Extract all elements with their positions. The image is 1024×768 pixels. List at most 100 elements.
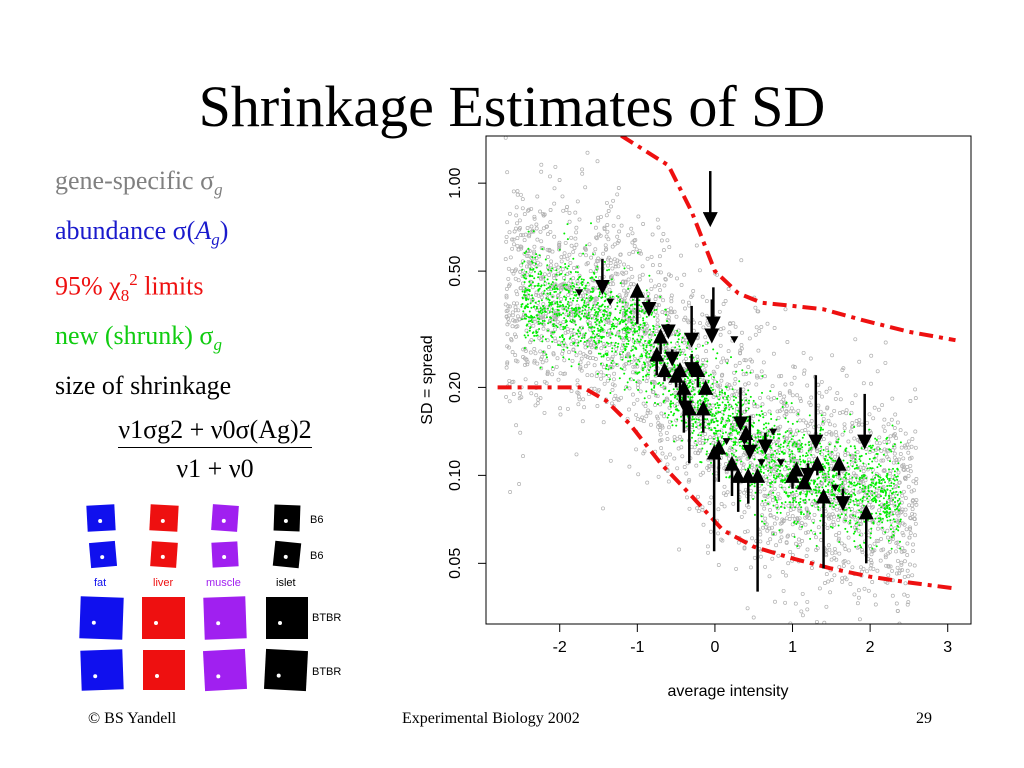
green-point	[759, 431, 762, 434]
grey-point	[786, 533, 791, 538]
green-point	[667, 414, 670, 416]
green-point	[857, 499, 860, 502]
green-point	[848, 480, 851, 483]
green-point	[720, 436, 723, 439]
grey-point	[594, 342, 599, 347]
grey-point	[886, 439, 891, 444]
green-point	[701, 447, 704, 450]
green-point	[875, 512, 878, 515]
green-point	[795, 490, 798, 493]
green-point	[769, 435, 772, 438]
grey-point	[701, 391, 706, 396]
grey-point	[558, 371, 563, 376]
green-point	[747, 467, 749, 470]
green-point	[699, 434, 702, 437]
grey-point	[771, 351, 776, 356]
grey-point	[858, 465, 863, 470]
green-point	[709, 411, 712, 414]
green-point	[820, 426, 823, 429]
grey-point	[515, 292, 520, 297]
grey-point	[879, 448, 884, 453]
grey-point	[806, 509, 810, 514]
green-point	[597, 334, 600, 337]
grey-point	[663, 277, 668, 282]
grey-point	[869, 560, 874, 565]
green-point	[849, 445, 852, 448]
green-point	[566, 238, 569, 241]
green-point	[612, 318, 615, 321]
green-point	[798, 482, 801, 485]
green-point	[622, 305, 624, 308]
green-point	[596, 265, 599, 268]
green-point	[846, 462, 849, 464]
green-point	[754, 449, 756, 452]
grey-point	[514, 334, 518, 339]
green-point	[551, 281, 554, 284]
grey-point	[763, 516, 768, 521]
green-point	[705, 397, 708, 400]
grey-point	[505, 170, 510, 175]
grey-point	[772, 326, 777, 330]
grey-point	[789, 381, 794, 386]
grey-point	[515, 243, 520, 248]
green-point	[790, 402, 793, 405]
green-point	[535, 314, 538, 317]
grey-point	[794, 492, 799, 497]
grey-point	[512, 242, 516, 247]
green-point	[632, 298, 634, 301]
grey-point	[888, 564, 893, 569]
green-point	[874, 517, 877, 520]
grey-point	[518, 192, 523, 197]
grey-point	[566, 293, 571, 297]
grey-point	[828, 623, 830, 624]
green-point	[620, 319, 623, 321]
green-point	[761, 391, 763, 394]
grey-point	[888, 549, 892, 554]
grey-point	[719, 360, 724, 365]
green-point	[708, 423, 711, 426]
green-point	[854, 484, 857, 487]
green-point	[757, 419, 760, 422]
green-point	[606, 314, 609, 317]
grey-point	[535, 361, 540, 366]
grey-point	[614, 347, 619, 351]
green-point	[783, 491, 786, 493]
green-point	[623, 372, 626, 375]
grey-point	[795, 412, 800, 417]
grey-point	[831, 519, 836, 524]
green-point	[565, 283, 568, 286]
green-point	[546, 292, 549, 295]
grey-point	[594, 374, 599, 378]
grey-point	[707, 501, 712, 506]
grey-point	[764, 478, 769, 483]
green-point	[837, 524, 840, 527]
green-point	[843, 508, 846, 511]
green-point	[550, 283, 553, 286]
green-point	[561, 340, 564, 343]
grey-point	[504, 295, 509, 300]
grey-point	[657, 283, 661, 288]
green-point	[663, 343, 666, 346]
green-point	[536, 317, 539, 320]
green-point	[800, 491, 802, 494]
grey-point	[730, 393, 735, 398]
green-point	[534, 285, 536, 287]
green-point	[717, 404, 719, 407]
grey-point	[538, 276, 543, 281]
grey-point	[532, 244, 537, 249]
grey-point	[607, 328, 612, 333]
green-point	[850, 525, 853, 528]
grey-point	[553, 327, 558, 332]
grey-point	[555, 356, 560, 361]
grey-point	[504, 394, 509, 399]
grey-point	[893, 412, 898, 417]
green-point	[895, 528, 898, 531]
green-point	[781, 464, 784, 467]
green-point	[614, 334, 617, 337]
green-point	[691, 436, 693, 439]
green-point	[697, 408, 699, 411]
green-point	[810, 488, 812, 491]
green-point	[858, 524, 861, 527]
grey-point	[870, 580, 875, 584]
green-point	[699, 385, 702, 388]
